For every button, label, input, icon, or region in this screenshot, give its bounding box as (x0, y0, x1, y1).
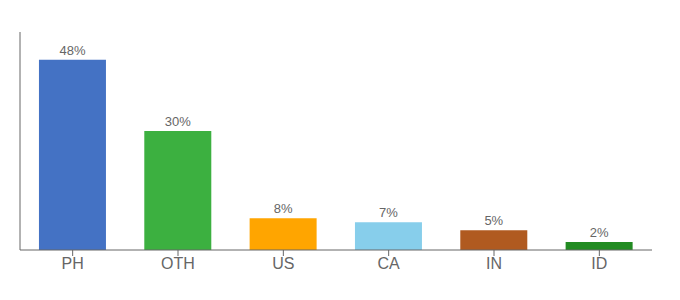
svg-text:7%: 7% (379, 205, 398, 220)
svg-text:US: US (272, 255, 294, 272)
svg-text:CA: CA (378, 255, 401, 272)
svg-text:ID: ID (591, 255, 607, 272)
svg-text:OTH: OTH (161, 255, 195, 272)
svg-text:8%: 8% (274, 201, 293, 216)
svg-text:5%: 5% (484, 213, 503, 228)
svg-text:30%: 30% (165, 114, 191, 129)
svg-text:IN: IN (486, 255, 502, 272)
svg-text:PH: PH (62, 255, 84, 272)
svg-text:2%: 2% (590, 225, 609, 240)
svg-text:48%: 48% (59, 43, 85, 58)
